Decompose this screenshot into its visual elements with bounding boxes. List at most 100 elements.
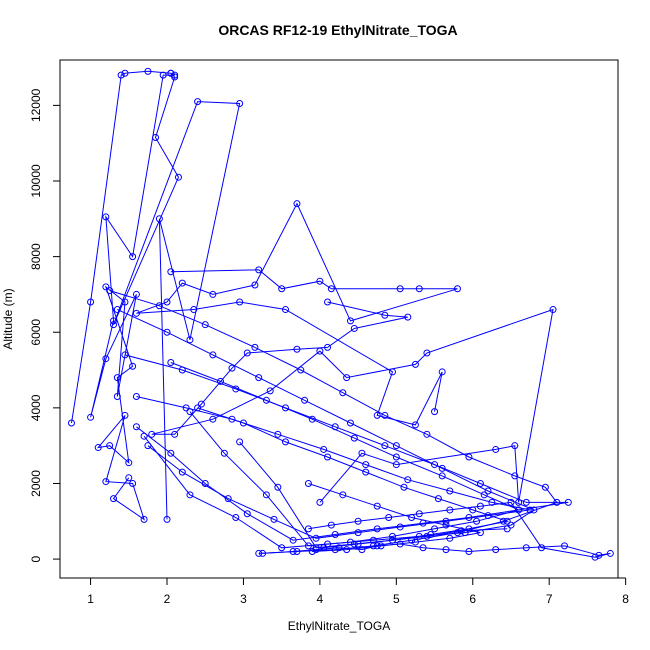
data-point	[419, 544, 427, 552]
data-point	[331, 531, 339, 539]
data-point	[117, 71, 125, 79]
data-point	[201, 321, 209, 329]
data-point	[87, 298, 95, 306]
data-point	[106, 287, 114, 295]
data-point	[155, 302, 163, 310]
data-point	[507, 498, 515, 506]
data-point	[320, 445, 328, 453]
data-point	[132, 393, 140, 401]
data-point	[281, 438, 289, 446]
series-line	[151, 301, 554, 503]
data-point	[354, 517, 362, 525]
data-point	[178, 468, 186, 476]
y-tick-label: 8000	[29, 243, 43, 270]
data-point	[113, 306, 121, 314]
data-point	[304, 542, 312, 550]
data-point	[438, 368, 446, 376]
data-point	[385, 514, 393, 522]
data-point	[538, 544, 546, 552]
data-point	[236, 298, 244, 306]
data-point	[511, 442, 519, 450]
data-point	[442, 517, 450, 525]
series-line	[197, 407, 510, 549]
data-point	[121, 351, 129, 359]
y-tick-label: 2000	[29, 470, 43, 497]
y-tick-label: 10000	[29, 164, 43, 198]
data-point	[113, 374, 121, 382]
data-point	[511, 472, 519, 480]
x-tick-label: 8	[622, 592, 629, 606]
data-point	[389, 532, 397, 540]
data-point	[243, 510, 251, 518]
data-point	[423, 430, 431, 438]
data-point	[255, 374, 263, 382]
data-point	[522, 544, 530, 552]
data-point	[113, 393, 121, 401]
data-point	[224, 495, 232, 503]
data-point	[591, 553, 599, 561]
data-point	[484, 487, 492, 495]
data-point	[278, 544, 286, 552]
data-point	[335, 544, 343, 552]
data-point	[595, 551, 603, 559]
data-point	[446, 487, 454, 495]
y-tick-label: 4000	[29, 394, 43, 421]
x-tick-label: 1	[87, 592, 94, 606]
data-point	[530, 506, 538, 514]
data-point	[339, 389, 347, 397]
series-8	[132, 393, 534, 542]
data-point	[289, 536, 297, 544]
data-point	[396, 523, 404, 531]
y-axis-label: Altitude (m)	[1, 288, 15, 349]
data-point	[293, 548, 301, 556]
data-point	[197, 400, 205, 408]
data-point	[434, 495, 442, 503]
data-point	[67, 419, 75, 427]
data-point	[473, 517, 481, 525]
data-point	[251, 343, 259, 351]
x-tick-label: 2	[164, 592, 171, 606]
data-point	[362, 468, 370, 476]
data-point	[453, 285, 461, 293]
data-point	[281, 306, 289, 314]
data-point	[316, 277, 324, 285]
data-point	[404, 313, 412, 321]
data-point	[232, 514, 240, 522]
data-point	[167, 449, 175, 457]
series-6	[113, 306, 538, 552]
data-point	[239, 419, 247, 427]
data-point	[343, 374, 351, 382]
series-line	[113, 72, 241, 520]
data-point	[476, 529, 484, 537]
series-line	[109, 290, 558, 554]
data-point	[423, 349, 431, 357]
data-point	[492, 445, 500, 453]
data-point	[480, 491, 488, 499]
data-point	[492, 546, 500, 554]
data-point	[404, 476, 412, 484]
data-point	[87, 413, 95, 421]
data-point	[129, 479, 137, 487]
data-point	[167, 358, 175, 366]
data-point	[129, 362, 137, 370]
data-point	[503, 517, 511, 525]
data-point	[209, 351, 217, 359]
data-point	[515, 506, 523, 514]
data-point	[270, 515, 278, 523]
data-point	[144, 442, 152, 450]
series-2	[132, 200, 461, 429]
data-point	[354, 540, 362, 548]
data-point	[228, 364, 236, 372]
y-tick-label: 12000	[29, 88, 43, 122]
data-point	[125, 459, 133, 467]
data-point	[262, 491, 270, 499]
data-point	[373, 502, 381, 510]
y-axis: 0 2000 4000 6000 8000 10000 12000	[29, 88, 61, 562]
series-line	[170, 362, 521, 547]
data-point	[423, 532, 431, 540]
data-point	[324, 343, 332, 351]
data-point	[541, 483, 549, 491]
data-point	[297, 366, 305, 374]
data-point	[125, 474, 133, 482]
data-point	[316, 498, 324, 506]
